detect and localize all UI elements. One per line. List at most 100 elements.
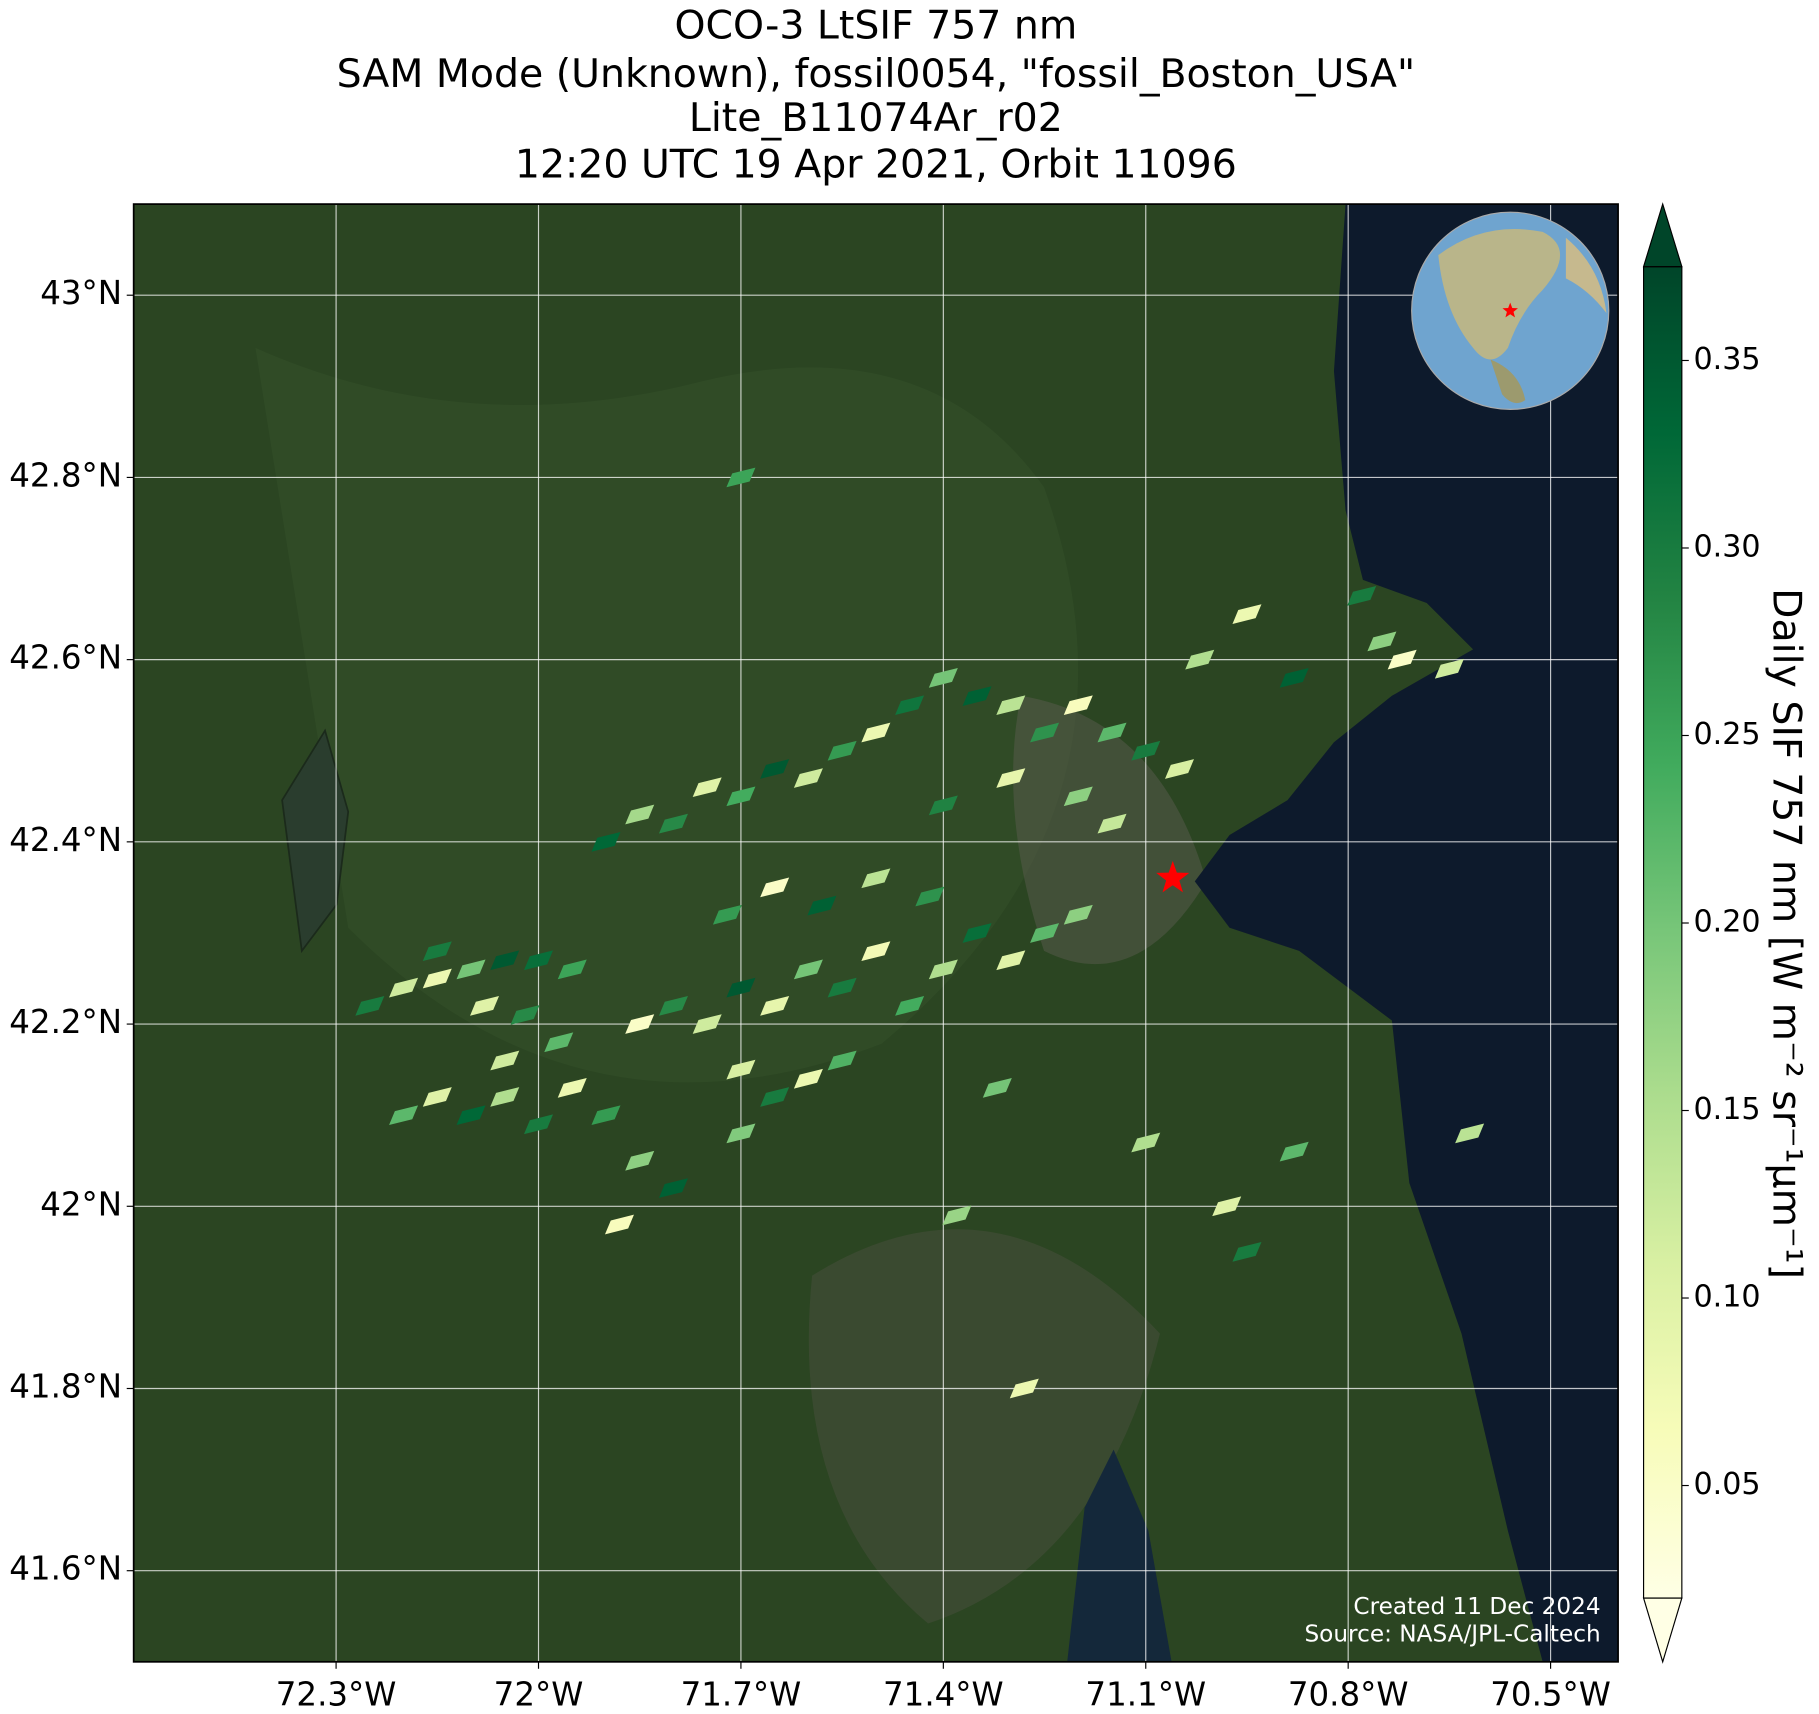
- x-tick-label: 71.1°W: [1085, 1676, 1206, 1714]
- sif-cell: [470, 995, 500, 1016]
- sif-cell: [490, 950, 520, 971]
- sif-cell: [760, 759, 790, 779]
- sif-cell: [760, 877, 790, 898]
- sif-cell: [726, 977, 756, 998]
- y-tick-label: 41.6°N: [9, 1550, 122, 1588]
- globe-inset: [1411, 211, 1610, 410]
- sif-cell: [625, 804, 655, 825]
- sif-cell: [996, 695, 1026, 716]
- x-tick-label: 71.4°W: [883, 1676, 1004, 1714]
- sif-cell: [389, 1105, 419, 1126]
- sif-cell: [658, 1178, 688, 1198]
- title-line: 12:20 UTC 19 Apr 2021, Orbit 11096: [515, 141, 1237, 187]
- sif-cell: [490, 1087, 520, 1107]
- sif-cell: [422, 1087, 452, 1107]
- title-line: Lite_B11074Ar_r02: [689, 95, 1063, 141]
- sif-cell: [793, 768, 823, 788]
- sif-cell: [658, 813, 688, 834]
- colorbar-label: Daily SIF 757 nm [W m⁻² sr⁻¹μm⁻¹]: [1763, 588, 1809, 1279]
- sif-cell: [422, 968, 452, 989]
- colorbar-tick-label: 0.15: [1693, 1092, 1760, 1127]
- sif-cell: [1232, 1241, 1262, 1262]
- y-tick-label: 42.4°N: [9, 821, 122, 859]
- sif-cell: [510, 1005, 540, 1025]
- sif-cell: [1063, 786, 1093, 807]
- sif-cell: [1279, 668, 1309, 688]
- colorbar-extend-bottom: [1642, 1597, 1683, 1664]
- y-tick-label: 42.8°N: [9, 456, 122, 494]
- y-tick-label: 41.8°N: [9, 1367, 122, 1405]
- sif-cell: [760, 1087, 790, 1107]
- sif-cell: [456, 1105, 486, 1126]
- sif-cell: [895, 695, 925, 716]
- sif-cell: [524, 1114, 554, 1135]
- sif-cell: [915, 886, 945, 907]
- colorbar-tick-label: 0.05: [1693, 1467, 1760, 1502]
- title: OCO-3 LtSIF 757 nm SAM Mode (Unknown), f…: [337, 2, 1415, 187]
- sif-cell: [726, 786, 756, 807]
- sif-cell: [692, 1014, 722, 1034]
- sif-cell: [389, 977, 419, 998]
- colorbar-tick-label: 0.10: [1693, 1280, 1760, 1315]
- title-line: SAM Mode (Unknown), fossil0054, "fossil_…: [337, 51, 1415, 97]
- gridlines: [133, 204, 1619, 1662]
- sif-cell: [1030, 722, 1060, 743]
- sif-cell: [1063, 904, 1093, 925]
- colorbar-tick-label: 0.20: [1693, 905, 1760, 940]
- sif-cell: [1131, 1132, 1161, 1153]
- sif-cell: [490, 1050, 520, 1071]
- sif-cell: [1164, 759, 1194, 779]
- target-star: [1156, 860, 1190, 893]
- sif-cell: [1030, 923, 1060, 943]
- sif-cell: [1097, 722, 1127, 743]
- sif-cell: [928, 668, 958, 688]
- sif-cell: [793, 959, 823, 980]
- sif-cell: [942, 1205, 972, 1226]
- sif-cell: [1279, 1141, 1309, 1162]
- sif-cell: [1212, 1196, 1242, 1217]
- sif-cell: [760, 995, 790, 1016]
- sif-cell: [422, 941, 452, 962]
- sif-cell: [604, 1214, 634, 1235]
- sif-cell: [928, 959, 958, 980]
- sif-cell: [726, 1059, 756, 1080]
- sif-cell: [1434, 658, 1464, 679]
- sif-cell: [861, 722, 891, 743]
- basemap: [133, 204, 1619, 1662]
- y-tick-label: 42.6°N: [9, 639, 122, 677]
- sif-cell: [1347, 586, 1377, 606]
- colorbar: Daily SIF 757 nm [W m⁻² sr⁻¹μm⁻¹] 0.05 0.…: [1642, 202, 1809, 1664]
- x-tick-label: 71.7°W: [681, 1676, 802, 1714]
- sif-cell: [996, 950, 1026, 971]
- y-tick-label: 42.2°N: [9, 1003, 122, 1041]
- sif-cell: [1063, 695, 1093, 716]
- sif-cells: [355, 467, 1485, 1399]
- credit-line: Created 11 Dec 2024: [1353, 1593, 1600, 1620]
- sif-cell: [1131, 740, 1161, 761]
- sif-cell: [962, 686, 992, 706]
- sif-cell: [982, 1077, 1012, 1098]
- inset-star: [1502, 302, 1518, 318]
- colorbar-tick-label: 0.30: [1693, 529, 1760, 564]
- colorbar-body: [1643, 266, 1682, 1599]
- sif-cell: [591, 831, 621, 852]
- sif-cell: [895, 995, 925, 1016]
- sif-cell: [827, 1050, 857, 1071]
- sif-cell: [793, 1068, 823, 1089]
- sif-cell: [591, 1105, 621, 1126]
- sif-cell: [726, 1123, 756, 1144]
- x-tick-label: 70.8°W: [1288, 1676, 1409, 1714]
- sif-cell: [1367, 631, 1397, 652]
- y-tick-label: 42°N: [40, 1185, 122, 1223]
- sif-cell: [962, 923, 992, 943]
- colorbar-extend-top: [1642, 202, 1683, 268]
- sif-cell: [827, 740, 857, 761]
- x-tick-label: 72°W: [494, 1676, 584, 1714]
- sif-cell: [1232, 604, 1262, 624]
- sif-cell: [625, 1150, 655, 1171]
- sif-cell: [524, 950, 554, 971]
- sif-cell: [1455, 1123, 1485, 1144]
- sif-cell: [625, 1014, 655, 1034]
- sif-cell: [996, 768, 1026, 788]
